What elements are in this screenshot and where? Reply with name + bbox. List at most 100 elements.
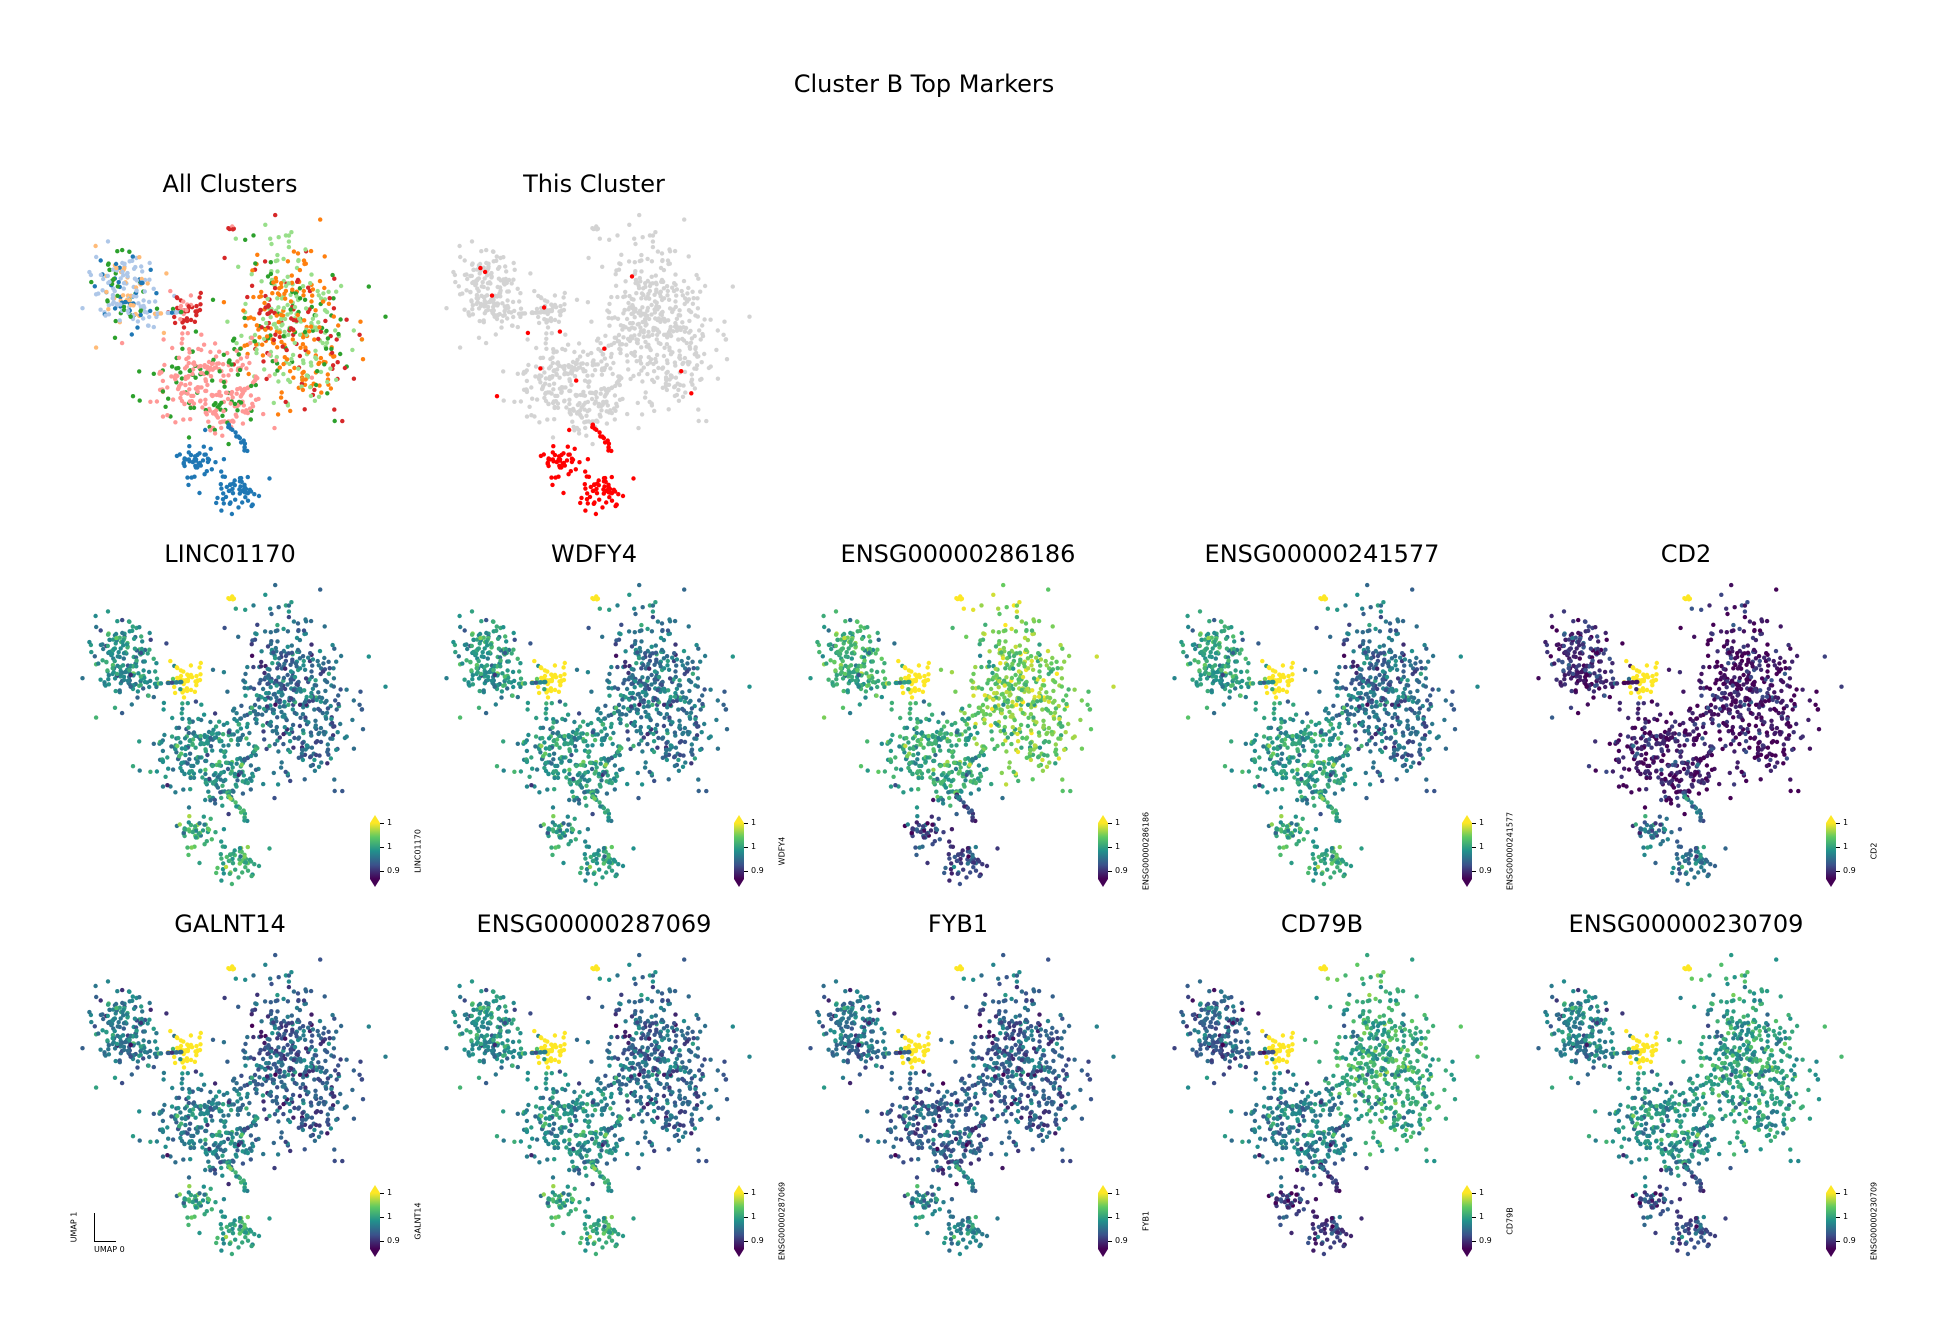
cell-point: [849, 677, 855, 683]
cell-point: [598, 341, 603, 346]
cell-point: [541, 452, 546, 457]
cell-point: [300, 747, 305, 753]
cell-point: [568, 758, 573, 764]
cell-point: [254, 712, 259, 717]
cell-point: [208, 735, 213, 741]
cell-point: [169, 364, 175, 369]
cell-point: [273, 358, 279, 363]
cell-point: [543, 309, 548, 315]
cell-point: [256, 863, 262, 869]
cell-point: [281, 626, 286, 632]
cell-point: [316, 361, 321, 367]
cell-point: [503, 276, 508, 282]
cell-point: [203, 397, 208, 402]
cell-point: [308, 755, 313, 760]
cell-point: [331, 314, 336, 319]
cell-point: [574, 378, 579, 383]
cell-point: [543, 390, 548, 396]
cell-point: [687, 688, 692, 694]
cell-point: [615, 749, 620, 755]
cell-point: [651, 739, 657, 744]
cell-point: [233, 867, 238, 872]
cell-point: [479, 663, 484, 668]
cell-point: [483, 340, 489, 346]
cell-point: [656, 674, 662, 680]
cell-point: [558, 683, 563, 688]
cell-point: [177, 384, 182, 389]
cell-point: [1057, 720, 1063, 726]
cell-point: [1000, 742, 1006, 747]
cell-point: [674, 287, 680, 292]
cell-point: [619, 622, 624, 627]
cell-point: [336, 701, 341, 707]
cell-point: [585, 743, 590, 748]
cell-point: [219, 425, 224, 431]
cell-point: [241, 308, 246, 313]
cell-point: [644, 344, 649, 349]
cell-point: [645, 741, 650, 747]
cell-point: [185, 391, 190, 396]
cell-point: [708, 317, 713, 322]
cell-point: [479, 249, 484, 254]
panel-gene-linc01170-scatter: [80, 582, 388, 887]
cell-point: [128, 302, 133, 308]
cell-point: [602, 726, 608, 731]
cell-point: [938, 667, 944, 672]
cell-point: [120, 663, 126, 668]
cell-point: [553, 845, 558, 850]
cell-point: [524, 414, 530, 419]
cell-point: [627, 697, 632, 702]
cell-point: [183, 752, 188, 758]
cell-point: [625, 411, 630, 417]
cell-point: [696, 407, 701, 412]
cell-point: [599, 408, 604, 413]
cell-point: [680, 706, 685, 712]
cell-point: [342, 365, 348, 371]
cell-point: [481, 635, 486, 640]
cell-point: [666, 318, 671, 323]
cell-point: [170, 767, 176, 772]
cell-point: [326, 301, 332, 306]
cell-point: [494, 394, 500, 399]
cell-point: [282, 699, 287, 705]
cell-point: [340, 418, 345, 424]
cell-point: [201, 444, 206, 449]
cell-point: [659, 277, 665, 283]
cell-point: [677, 308, 682, 313]
cell-point: [606, 713, 611, 718]
cell-point: [577, 460, 582, 465]
cell-point: [649, 259, 655, 264]
cell-point: [654, 657, 659, 662]
cell-point: [221, 373, 226, 378]
cell-point: [563, 702, 568, 707]
cell-point: [314, 697, 319, 703]
cell-point: [275, 252, 280, 258]
cell-point: [579, 775, 584, 780]
cell-point: [260, 353, 266, 358]
cell-point: [583, 486, 588, 491]
cell-point: [606, 484, 611, 489]
cell-point: [571, 776, 576, 782]
cell-point: [708, 687, 713, 692]
cell-point: [510, 299, 516, 305]
cell-point: [256, 697, 261, 702]
cell-point: [594, 597, 600, 602]
cell-point: [237, 737, 243, 743]
cell-point: [322, 254, 327, 259]
cell-point: [603, 762, 608, 767]
cell-point: [558, 313, 563, 318]
cell-point: [677, 678, 682, 683]
cell-point: [502, 280, 508, 286]
cell-point: [211, 772, 217, 778]
cell-point: [674, 698, 680, 703]
cell-point: [840, 676, 846, 681]
cell-point: [479, 284, 484, 289]
cell-point: [300, 740, 305, 746]
cell-point: [1020, 735, 1025, 741]
cell-point: [284, 347, 289, 353]
cell-point: [294, 664, 299, 669]
cell-point: [197, 451, 202, 456]
cell-point: [469, 643, 474, 649]
cell-point: [643, 709, 648, 715]
panel-gene-ensg00000286186-title: ENSG00000286186: [840, 540, 1076, 568]
